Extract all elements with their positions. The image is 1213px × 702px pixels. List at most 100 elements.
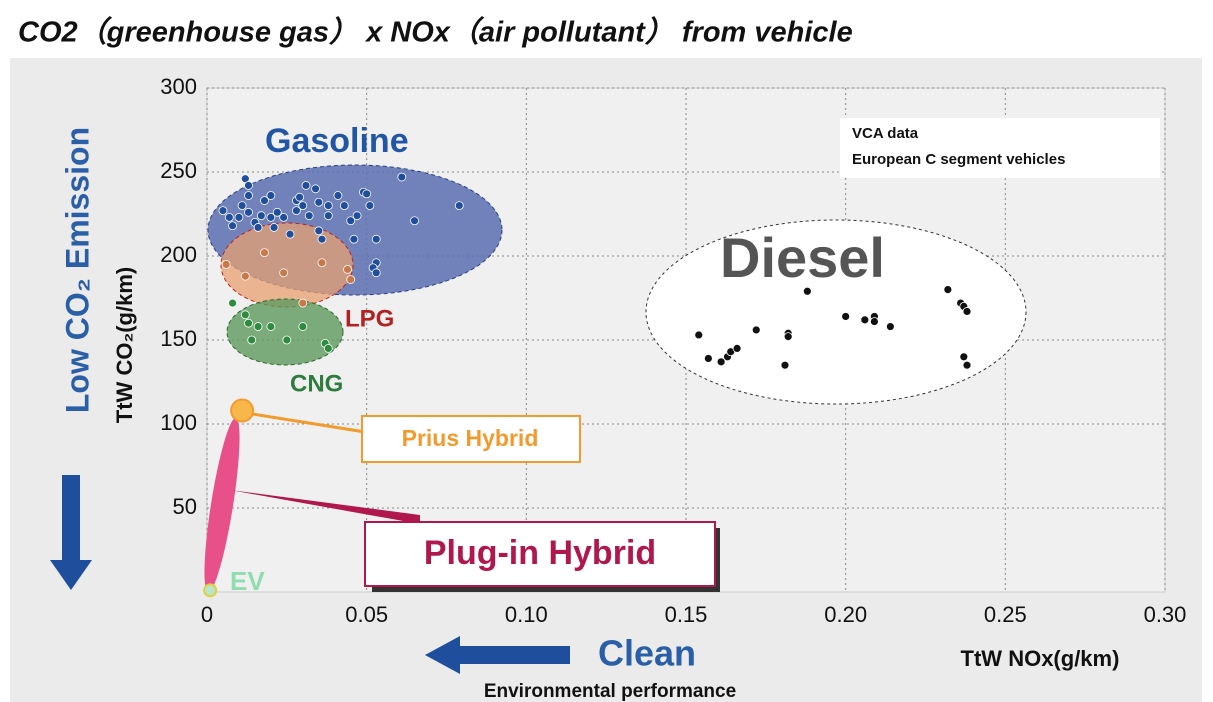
data-point	[323, 201, 333, 211]
data-point	[397, 172, 407, 182]
note-box	[840, 118, 1160, 178]
data-point	[349, 234, 359, 244]
data-point	[218, 206, 228, 216]
data-point	[266, 212, 276, 222]
x-axis-label: TtW NOx(g/km)	[961, 646, 1120, 671]
data-point	[783, 332, 793, 342]
note: VCA data	[852, 125, 919, 142]
data-point	[732, 343, 742, 353]
y-tick-label: 200	[160, 242, 197, 267]
data-point	[240, 271, 250, 281]
data-point	[317, 258, 327, 268]
data-point	[301, 181, 311, 190]
data-point	[279, 212, 289, 222]
arrow-down	[50, 475, 92, 590]
data-point	[244, 318, 253, 328]
data-point	[860, 315, 870, 325]
data-point	[371, 268, 381, 278]
series-label: CNG	[290, 370, 343, 397]
data-point	[221, 259, 231, 269]
y-tick-label: 50	[173, 494, 197, 519]
data-point	[410, 216, 419, 226]
data-point	[751, 325, 761, 335]
data-point	[346, 275, 356, 284]
data-point	[266, 322, 276, 331]
note: European C segment vehicles	[852, 151, 1065, 168]
data-point	[298, 322, 308, 331]
data-point	[780, 360, 790, 370]
data-point	[365, 201, 375, 211]
diesel-region	[645, 219, 1027, 405]
data-point	[298, 201, 308, 211]
data-point	[260, 196, 269, 205]
series-label: Prius Hybrid	[402, 425, 539, 451]
x-tick-label: 0.20	[824, 602, 867, 627]
data-point	[943, 285, 953, 295]
data-point	[224, 212, 234, 222]
cng-region	[226, 298, 344, 366]
data-point	[269, 223, 279, 232]
callout-box	[361, 415, 581, 463]
data-point	[285, 229, 295, 239]
data-point	[703, 354, 713, 363]
data-point	[362, 189, 372, 199]
data-point	[234, 212, 244, 222]
x-tick-label: 0.10	[505, 602, 548, 627]
data-point	[346, 216, 356, 226]
clean-label: Clean	[598, 633, 696, 674]
data-point	[802, 286, 812, 296]
y-axis-label: TtW CO₂(g/km)	[112, 267, 137, 423]
data-point	[228, 298, 237, 308]
plugin-label: Plug-in Hybrid	[424, 534, 656, 572]
data-point	[371, 234, 381, 244]
data-point	[343, 265, 352, 274]
data-point	[716, 357, 726, 367]
data-point	[962, 360, 972, 370]
y-tick-label: 150	[160, 326, 197, 351]
data-point	[323, 343, 333, 353]
data-point	[885, 322, 895, 331]
data-point	[333, 191, 343, 200]
series-label: LPG	[345, 305, 394, 332]
arrow-left	[425, 636, 570, 674]
data-point	[311, 184, 320, 194]
y-tick-label: 300	[160, 74, 197, 99]
y-tick-label: 250	[160, 158, 197, 183]
data-point	[253, 223, 263, 232]
data-point	[295, 192, 305, 202]
data-point	[339, 201, 349, 211]
data-point	[203, 583, 218, 598]
data-point	[230, 398, 255, 423]
data-point	[314, 197, 324, 207]
data-point	[244, 181, 253, 190]
data-point	[959, 352, 969, 362]
data-point	[292, 206, 301, 216]
data-point	[282, 335, 292, 345]
data-point	[962, 307, 972, 316]
data-point	[870, 317, 879, 326]
data-point	[244, 207, 253, 217]
x-tick-label: 0.05	[345, 602, 388, 627]
data-point	[237, 201, 247, 211]
low-co2-label: Low CO₂ Emission	[59, 127, 95, 413]
x-tick-label: 0.30	[1144, 602, 1187, 627]
data-point	[352, 211, 362, 221]
data-point	[244, 191, 253, 200]
data-point	[841, 312, 851, 321]
x-tick-label: 0.25	[984, 602, 1027, 627]
data-point	[279, 268, 289, 278]
data-point	[314, 226, 324, 236]
data-point	[694, 330, 704, 340]
series-label: EV	[230, 566, 265, 596]
data-point	[253, 322, 263, 331]
data-point	[317, 234, 327, 244]
data-point	[228, 221, 237, 231]
data-point	[256, 211, 266, 221]
data-point	[247, 335, 257, 345]
plugin-region	[204, 418, 240, 592]
data-point	[304, 211, 314, 221]
callout-line	[230, 490, 420, 524]
callout-box	[364, 521, 716, 587]
data-point	[272, 207, 282, 217]
